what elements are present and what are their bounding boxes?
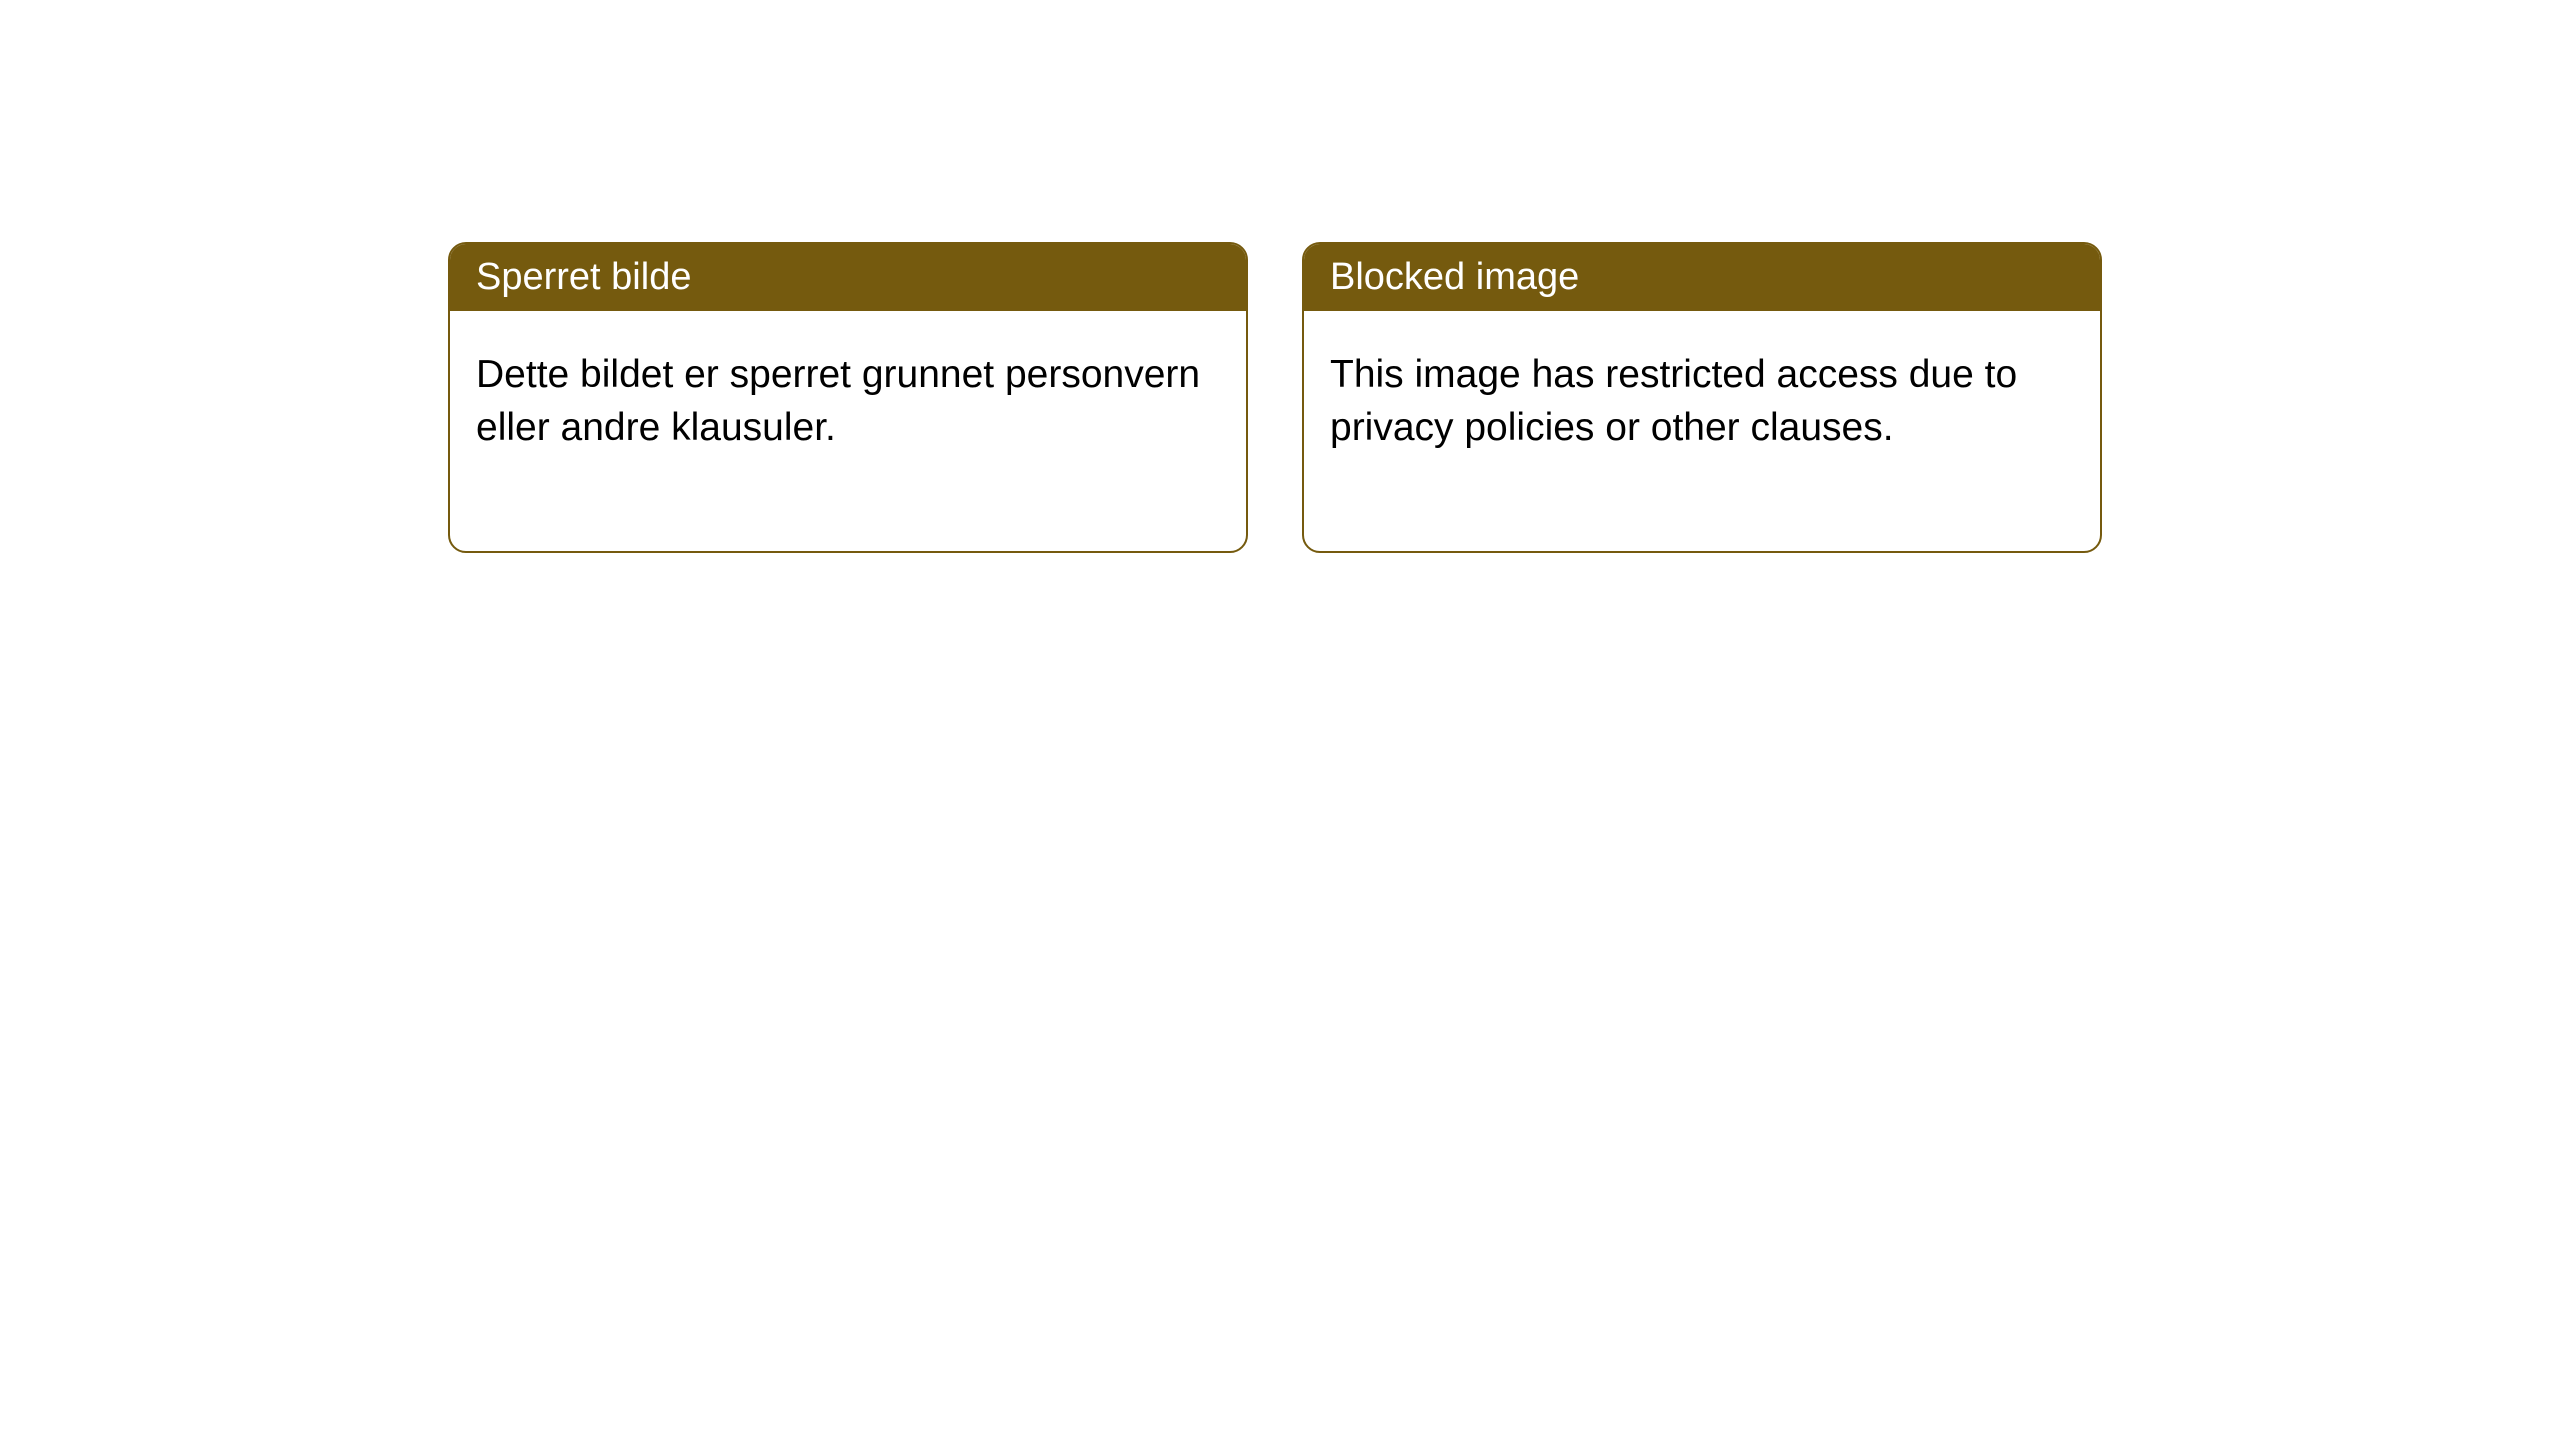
card-body: Dette bildet er sperret grunnet personve… bbox=[450, 311, 1246, 551]
card-container: Sperret bilde Dette bildet er sperret gr… bbox=[448, 242, 2102, 553]
card-norwegian: Sperret bilde Dette bildet er sperret gr… bbox=[448, 242, 1248, 553]
card-english: Blocked image This image has restricted … bbox=[1302, 242, 2102, 553]
card-body-text: Dette bildet er sperret grunnet personve… bbox=[476, 353, 1200, 449]
card-header: Sperret bilde bbox=[450, 244, 1246, 311]
card-header: Blocked image bbox=[1304, 244, 2100, 311]
card-body-text: This image has restricted access due to … bbox=[1330, 353, 2017, 449]
card-title: Blocked image bbox=[1330, 256, 1579, 298]
card-title: Sperret bilde bbox=[476, 256, 691, 298]
card-body: This image has restricted access due to … bbox=[1304, 311, 2100, 551]
